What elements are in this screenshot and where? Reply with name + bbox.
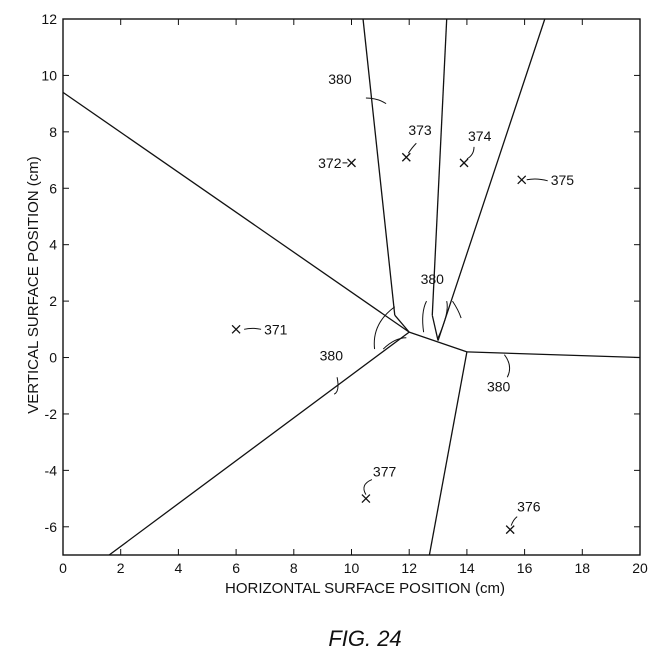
- y-tick-label: 4: [49, 237, 57, 253]
- x-tick-label: 2: [117, 560, 125, 576]
- x-tick-label: 8: [290, 560, 298, 576]
- boundary-leader-1-1: [366, 98, 386, 104]
- x-axis-title: HORIZONTAL SURFACE POSITION (cm): [225, 580, 505, 597]
- y-tick-label: 10: [41, 67, 57, 83]
- point-labels: 371 372 373 374 375 376 377 380 380 380 380: [264, 71, 574, 515]
- x-tick-label: 18: [575, 560, 591, 576]
- point-marker-372: [348, 159, 356, 167]
- point-leader-371: [244, 328, 261, 329]
- point-leader-373: [408, 143, 416, 153]
- point-label-374: 374: [468, 128, 492, 144]
- x-tick-label: 14: [459, 560, 475, 576]
- boundary-label-380-2: 380: [421, 271, 445, 287]
- point-marker-377: [362, 495, 370, 503]
- x-tick-label: 12: [401, 560, 417, 576]
- boundary-label-380-3: 380: [320, 347, 344, 363]
- point-marker-376: [506, 526, 514, 534]
- plot-frame: [63, 19, 640, 555]
- boundary-line-1: [63, 92, 409, 332]
- boundary-line-10: [432, 315, 438, 340]
- y-tick-label: 6: [49, 180, 57, 196]
- x-tick-label: 10: [344, 560, 360, 576]
- point-leader-375: [527, 179, 548, 181]
- boundary-line-5: [429, 352, 467, 555]
- boundary-leader-4-1: [504, 355, 509, 378]
- y-tick-label: 0: [49, 350, 57, 366]
- y-tick-label: -6: [45, 519, 58, 535]
- boundary-line-4: [467, 352, 640, 358]
- boundary-label-380-4: 380: [487, 378, 511, 394]
- axis-ticks: 0 2 4 6 8 10 12 14 16 18 20 -6 -4 -2 0 2 4 6 8 10 12: [41, 11, 648, 576]
- x-tick-label: 16: [517, 560, 533, 576]
- y-axis-title: VERTICAL SURFACE POSITION (cm): [25, 156, 42, 414]
- point-marker-371: [232, 325, 240, 333]
- boundary-line-6: [363, 19, 395, 315]
- boundary-label-380-1: 380: [328, 71, 352, 87]
- figure-caption: FIG. 24: [328, 626, 401, 651]
- point-label-371: 371: [264, 321, 288, 337]
- boundary-leader-2-2: [438, 301, 447, 338]
- boundary-leader-2-1: [423, 301, 427, 332]
- point-label-373: 373: [408, 122, 432, 138]
- x-tick-label: 6: [232, 560, 240, 576]
- x-tick-label: 4: [175, 560, 183, 576]
- point-marker-374: [460, 159, 468, 167]
- point-leader-376: [511, 517, 517, 526]
- point-leader-374: [467, 147, 474, 159]
- y-tick-label: -2: [45, 406, 58, 422]
- point-leader-377: [364, 480, 372, 495]
- y-tick-label: 12: [41, 11, 57, 27]
- x-tick-label: 0: [59, 560, 67, 576]
- point-label-372: 372: [318, 155, 342, 171]
- boundary-line-2: [109, 332, 409, 555]
- y-tick-label: 2: [49, 293, 57, 309]
- point-label-375: 375: [551, 172, 575, 188]
- point-marker-373: [402, 153, 410, 161]
- boundary-line-3: [409, 332, 467, 352]
- point-label-376: 376: [517, 499, 541, 515]
- point-label-377: 377: [373, 464, 397, 480]
- y-tick-label: -4: [45, 462, 58, 478]
- x-tick-label: 20: [632, 560, 648, 576]
- y-tick-label: 8: [49, 124, 57, 140]
- boundary-leader-2-3: [452, 301, 461, 318]
- point-marker-375: [518, 176, 526, 184]
- leader-lines: [244, 98, 548, 526]
- boundary-lines: [63, 19, 640, 555]
